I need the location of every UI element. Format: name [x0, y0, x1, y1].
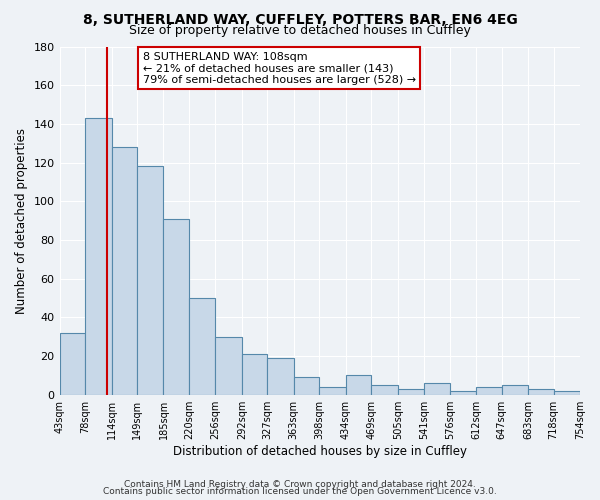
- Bar: [476, 387, 502, 394]
- Bar: [189, 298, 215, 394]
- Bar: [215, 336, 242, 394]
- Bar: [242, 354, 268, 395]
- Bar: [59, 333, 85, 394]
- Bar: [319, 387, 346, 394]
- Bar: [424, 383, 450, 394]
- Bar: [371, 385, 398, 394]
- Bar: [137, 166, 163, 394]
- Text: 8, SUTHERLAND WAY, CUFFLEY, POTTERS BAR, EN6 4EG: 8, SUTHERLAND WAY, CUFFLEY, POTTERS BAR,…: [83, 12, 517, 26]
- Bar: [346, 376, 371, 394]
- Bar: [163, 218, 189, 394]
- Y-axis label: Number of detached properties: Number of detached properties: [15, 128, 28, 314]
- Bar: [554, 391, 580, 394]
- Text: Size of property relative to detached houses in Cuffley: Size of property relative to detached ho…: [129, 24, 471, 37]
- Bar: [502, 385, 528, 394]
- Bar: [294, 378, 319, 394]
- Bar: [268, 358, 294, 395]
- Text: Contains HM Land Registry data © Crown copyright and database right 2024.: Contains HM Land Registry data © Crown c…: [124, 480, 476, 489]
- Text: 8 SUTHERLAND WAY: 108sqm
← 21% of detached houses are smaller (143)
79% of semi-: 8 SUTHERLAND WAY: 108sqm ← 21% of detach…: [143, 52, 416, 85]
- Bar: [528, 389, 554, 394]
- Bar: [398, 389, 424, 394]
- X-axis label: Distribution of detached houses by size in Cuffley: Distribution of detached houses by size …: [173, 444, 467, 458]
- Bar: [450, 391, 476, 394]
- Text: Contains public sector information licensed under the Open Government Licence v3: Contains public sector information licen…: [103, 487, 497, 496]
- Bar: [112, 147, 137, 394]
- Bar: [85, 118, 112, 394]
